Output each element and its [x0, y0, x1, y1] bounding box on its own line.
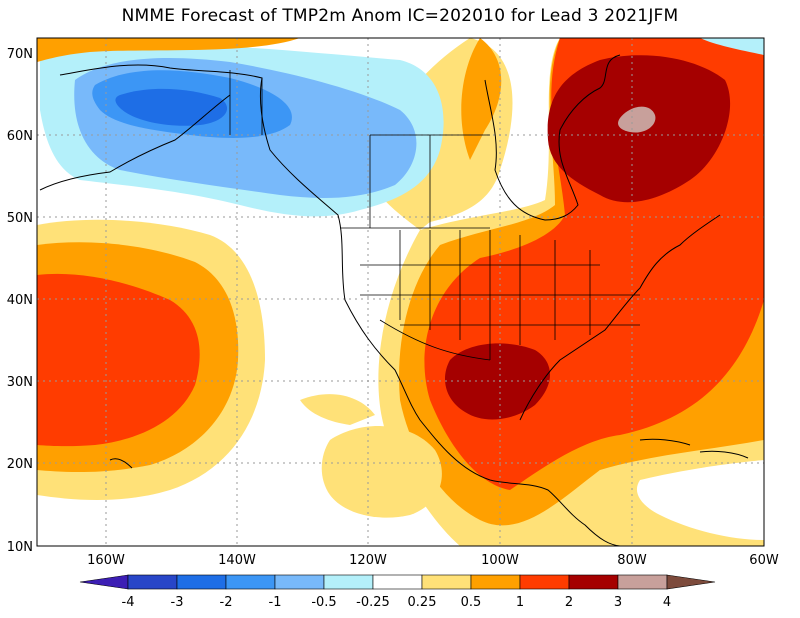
map-frame: [36, 37, 765, 547]
latitude-labels: 70N 60N 50N 40N 30N 20N 10N: [7, 47, 33, 555]
lat-label-70n: 70N: [7, 47, 33, 62]
lat-label-50n: 50N: [7, 211, 33, 226]
colorbar-tick-label: -3: [171, 595, 184, 610]
political-borders: [229, 70, 640, 361]
lon-label-160w: 160W: [87, 553, 125, 568]
colorbar-swatch: [176, 574, 227, 590]
colorbar-tick-label: -2: [220, 595, 233, 610]
colorbar-tick-label: 2: [565, 595, 573, 610]
colorbar: -4 -3 -2 -1 -0.5 -0.25 0.25 0.5 1 2 3 4: [79, 574, 716, 610]
coastlines: [39, 54, 749, 546]
anomaly-fields: [37, 38, 764, 546]
colorbar-swatch: [274, 574, 325, 590]
colorbar-swatch: [127, 574, 178, 590]
lat-label-20n: 20N: [7, 457, 33, 472]
lon-label-120w: 120W: [349, 553, 387, 568]
colorbar-swatch: [225, 574, 276, 590]
colorbar-swatch: [323, 574, 374, 590]
colorbar-tick-label: -4: [122, 595, 135, 610]
lat-label-40n: 40N: [7, 293, 33, 308]
colorbar-swatch: [617, 574, 668, 590]
colorbar-tick-label: 3: [614, 595, 622, 610]
colorbar-swatch: [421, 574, 472, 590]
lat-label-60n: 60N: [7, 129, 33, 144]
colorbar-swatch: [568, 574, 619, 590]
longitude-labels: 160W 140W 120W 100W 80W 60W: [87, 553, 779, 568]
colorbar-tick-label: 1: [516, 595, 524, 610]
map-title: NMME Forecast of TMP2m Anom IC=202010 fo…: [121, 6, 679, 26]
lon-label-100w: 100W: [481, 553, 519, 568]
lon-label-60w: 60W: [749, 553, 779, 568]
colorbar-tick-label: 0.5: [461, 595, 482, 610]
colorbar-swatch: [372, 574, 423, 590]
colorbar-tick-label: -0.25: [356, 595, 390, 610]
colorbar-tick-label: -1: [269, 595, 282, 610]
colorbar-arrow-high: [666, 574, 716, 590]
colorbar-tick-label: 0.25: [408, 595, 437, 610]
colorbar-arrow-low: [79, 574, 129, 590]
lon-label-80w: 80W: [617, 553, 647, 568]
colorbar-swatch: [470, 574, 521, 590]
lat-label-10n: 10N: [7, 540, 33, 555]
graticule: [37, 38, 764, 546]
lon-label-140w: 140W: [218, 553, 256, 568]
colorbar-tick-label: 4: [663, 595, 671, 610]
colorbar-swatch: [519, 574, 570, 590]
colorbar-tick-label: -0.5: [311, 595, 336, 610]
lat-label-30n: 30N: [7, 375, 33, 390]
